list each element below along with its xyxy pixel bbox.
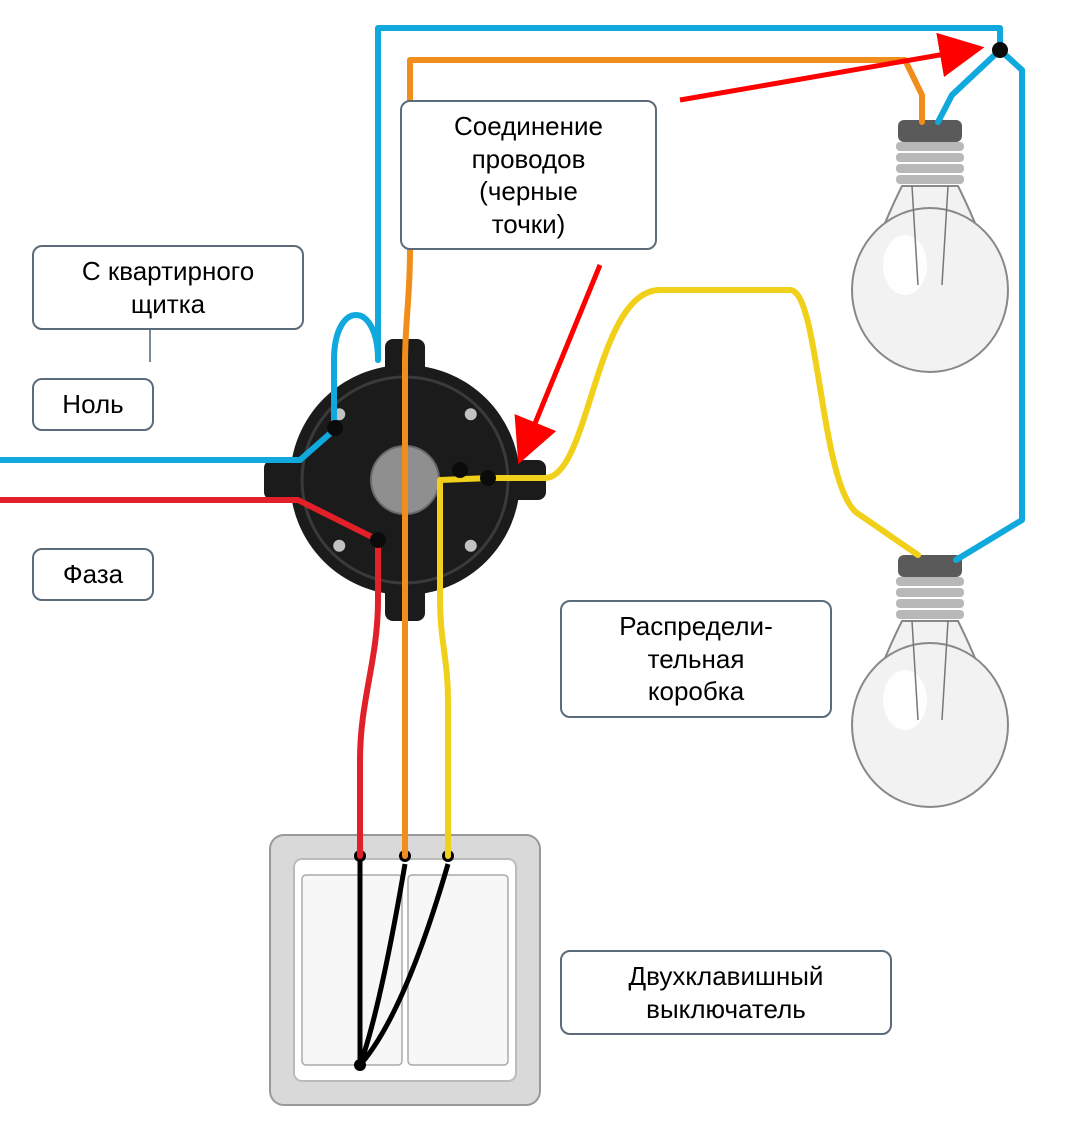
label-neutral: Ноль <box>32 378 154 431</box>
label-phase: Фаза <box>32 548 154 601</box>
label-junction-box: Распредели-тельнаякоробка <box>560 600 832 718</box>
label-from-panel: С квартирногощитка <box>32 245 304 330</box>
label-connection: Соединениепроводов(черныеточки) <box>400 100 657 250</box>
label-switch: Двухклавишныйвыключатель <box>560 950 892 1035</box>
wiring-diagram: С квартирногощитка Ноль Фаза Соединениеп… <box>0 0 1079 1134</box>
